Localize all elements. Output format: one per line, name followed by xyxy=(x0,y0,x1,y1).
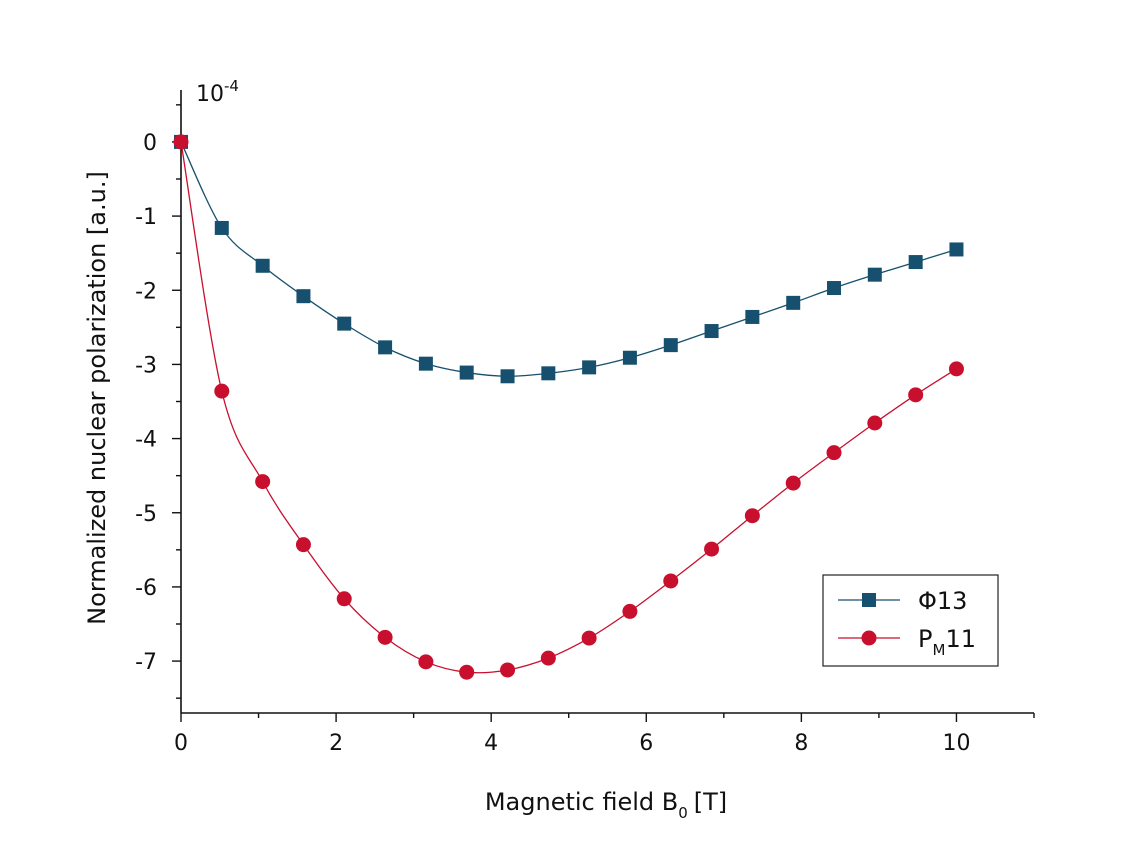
axes-layer: 0 2 4 6 8 10 0 -1 -2 -3 -4 -5 -6 -7 xyxy=(135,90,1035,756)
x-tick-label: 10 xyxy=(942,731,970,756)
data-point xyxy=(704,324,719,339)
y-tick-label: 0 xyxy=(143,131,157,156)
data-point xyxy=(704,541,720,557)
x-tick-label: 8 xyxy=(794,731,808,756)
x-tick-label: 2 xyxy=(329,731,343,756)
series-layer xyxy=(173,134,964,680)
data-point xyxy=(173,134,189,150)
data-point xyxy=(459,664,475,680)
y-scale-multiplier: 10-4 xyxy=(196,77,239,107)
data-point xyxy=(377,629,393,645)
data-point xyxy=(500,662,516,678)
data-point xyxy=(867,415,883,431)
legend-label: Φ13 xyxy=(918,587,967,615)
data-point xyxy=(255,258,270,273)
legend: Φ13 PM11 xyxy=(822,574,999,667)
data-point xyxy=(867,267,882,282)
x-tick-label: 0 xyxy=(174,731,188,756)
data-point xyxy=(296,289,311,304)
x-tick-label: 6 xyxy=(639,731,653,756)
data-point xyxy=(908,387,924,403)
data-point xyxy=(337,316,352,331)
legend-marker xyxy=(862,593,876,607)
x-axis-title: Magnetic field B0 [T] xyxy=(485,788,727,822)
data-point xyxy=(663,338,678,353)
data-point xyxy=(663,573,679,589)
data-point xyxy=(582,360,597,375)
y-axis-title: Normalized nuclear polarization [a.u.] xyxy=(83,171,111,625)
data-point xyxy=(214,383,230,399)
data-point xyxy=(948,361,964,377)
data-point xyxy=(827,281,842,296)
data-point xyxy=(418,356,433,371)
data-point xyxy=(418,654,434,670)
y-tick-label: -1 xyxy=(135,205,157,230)
data-point xyxy=(622,350,637,365)
data-point xyxy=(622,603,638,619)
y-tick-label: -2 xyxy=(135,279,157,304)
data-point xyxy=(785,475,801,491)
data-point xyxy=(540,650,556,666)
data-point xyxy=(581,630,597,646)
legend-label: PM11 xyxy=(918,625,976,659)
legend-marker xyxy=(861,630,877,646)
data-point xyxy=(949,242,964,257)
data-point xyxy=(541,366,556,381)
data-point xyxy=(745,309,760,324)
data-point xyxy=(744,508,760,524)
data-point xyxy=(786,295,801,310)
y-tick-label: -3 xyxy=(135,353,157,378)
series-line xyxy=(180,141,957,377)
data-point xyxy=(500,369,515,384)
y-tick-label: -4 xyxy=(135,428,157,453)
data-point xyxy=(459,365,474,380)
x-tick-label: 4 xyxy=(484,731,498,756)
series-pm11 xyxy=(173,134,964,680)
data-point xyxy=(295,537,311,553)
series-phi13 xyxy=(174,134,964,384)
y-tick-label: -5 xyxy=(135,502,157,527)
data-point xyxy=(908,255,923,270)
y-tick-label: -6 xyxy=(135,576,157,601)
legend-box xyxy=(822,574,999,667)
data-point xyxy=(378,340,393,355)
data-point xyxy=(255,474,271,490)
data-point xyxy=(336,591,352,607)
y-tick-label: -7 xyxy=(135,650,157,675)
data-point xyxy=(826,445,842,461)
data-point xyxy=(214,220,229,235)
